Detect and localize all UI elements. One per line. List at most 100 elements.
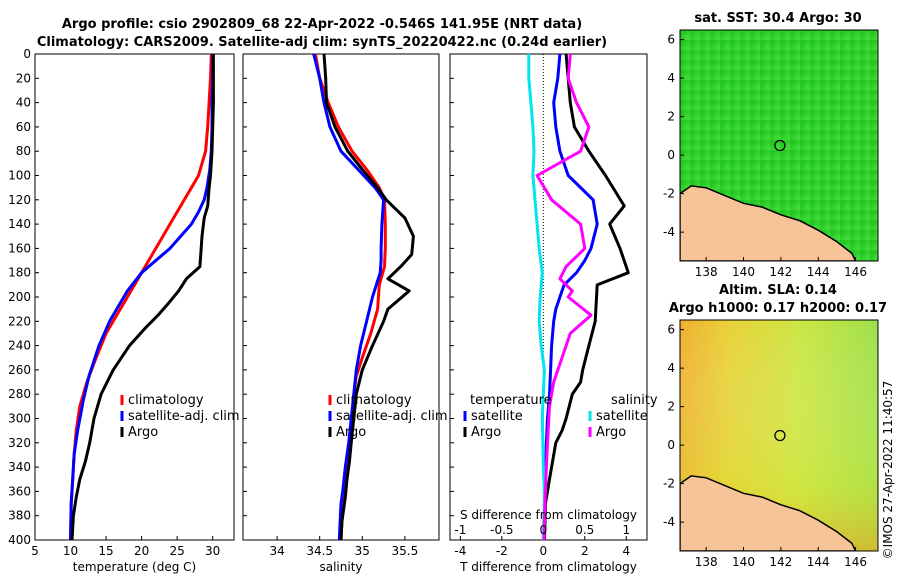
x-tick-label: 144 — [807, 555, 830, 569]
legend-label: satellite — [596, 409, 648, 424]
s-tick-label: 1 — [622, 523, 630, 537]
x-tick-label: 20 — [134, 544, 149, 558]
sla-map-title-line1: Altim. SLA: 0.14 — [719, 283, 837, 298]
legend-label: satellite-adj. clim — [336, 409, 448, 424]
x-tick-label: 140 — [732, 555, 755, 569]
s-tick-label: 0 — [539, 523, 547, 537]
x-axis-label: temperature (deg C) — [73, 560, 196, 574]
x-tick-label: 140 — [732, 265, 755, 279]
x-tick-label: 35 — [355, 544, 370, 558]
map-frame — [679, 319, 879, 552]
y-tick-label: 340 — [8, 460, 31, 474]
x-tick-label: 138 — [695, 265, 718, 279]
y-tick-label: 380 — [8, 509, 31, 523]
legend-label: Argo — [471, 425, 501, 440]
temperature-profile-panel: 0 20 40 60 80 100 120 140 160 180 200 220 240 260 280 3… — [8, 47, 240, 574]
plot-frame — [242, 53, 440, 541]
land-mass — [680, 475, 857, 551]
land-mass — [680, 185, 857, 261]
x-tick-label: 34.5 — [306, 544, 333, 558]
y-tick-label: 40 — [16, 96, 31, 110]
y-tick-label: 400 — [8, 533, 31, 547]
x-tick-label: 30 — [205, 544, 220, 558]
y-tick-label: 6 — [667, 33, 675, 47]
y-tick-label: -2 — [663, 477, 675, 491]
legend-title-salinity: salinity — [611, 393, 658, 408]
legend-label: climatology — [128, 393, 204, 408]
x-tick-label: -4 — [454, 544, 466, 558]
x-tick-label: 5 — [31, 544, 39, 558]
y-tick-label: 200 — [8, 290, 31, 304]
x-tick-label: 15 — [98, 544, 113, 558]
legend-label: climatology — [336, 393, 412, 408]
y-tick-label: 4 — [667, 71, 675, 85]
y-tick-label: 260 — [8, 363, 31, 377]
s-tick-label: -0.5 — [490, 523, 513, 537]
salinity-profile-panel: 34 34.5 35 35.5 salinity climatologysatellite… — [242, 53, 448, 574]
sla-map-panel: 138 140 142 144 146 6 4 2 0 -2 -4 — [663, 319, 879, 569]
x-tick-label: 146 — [844, 265, 867, 279]
y-tick-label: 160 — [8, 241, 31, 255]
x-tick-label: 146 — [844, 555, 867, 569]
y-tick-label: 100 — [8, 169, 31, 183]
difference-profile-panel: -4 -2 0 2 4 T difference from climatology temp… — [449, 53, 658, 574]
y-tick-label: 80 — [16, 144, 31, 158]
x-tick-label: 2 — [581, 544, 589, 558]
x-tick-label: 4 — [622, 544, 630, 558]
y-tick-label: 140 — [8, 217, 31, 231]
y-tick-label: 300 — [8, 412, 31, 426]
plot-frame — [449, 53, 648, 541]
figure-title-line2: Climatology: CARS2009. Satellite-adj cli… — [37, 35, 607, 50]
series-line-temperature-argo — [542, 53, 630, 541]
y-tick-label: 360 — [8, 484, 31, 498]
x-tick-label: 142 — [769, 555, 792, 569]
x-tick-label: 138 — [695, 555, 718, 569]
s-axis-label: S difference from climatology — [460, 508, 637, 522]
x-tick-label: 34 — [269, 544, 284, 558]
legend-label: Argo — [596, 425, 626, 440]
y-tick-label: 20 — [16, 71, 31, 85]
y-tick-label: 240 — [8, 339, 31, 353]
map-frame — [679, 29, 879, 262]
plot-frame — [34, 53, 235, 541]
y-tick-label: 180 — [8, 266, 31, 280]
y-tick-label: 4 — [667, 361, 675, 375]
legend-label: Argo — [128, 425, 158, 440]
series-line-argo — [322, 53, 415, 541]
y-tick-label: -4 — [663, 225, 675, 239]
sla-map-title-line2: Argo h1000: 0.17 h2000: 0.17 — [669, 301, 887, 316]
argo-float-marker — [774, 429, 786, 442]
legend-label: Argo — [336, 425, 366, 440]
x-tick-label: 144 — [807, 265, 830, 279]
y-tick-label: 220 — [8, 314, 31, 328]
x-tick-label: 0 — [539, 544, 547, 558]
y-tick-label: 0 — [667, 148, 675, 162]
series-line-satellite-adj-clim — [312, 53, 386, 541]
y-tick-label: 120 — [8, 193, 31, 207]
series-line-salinity-argo — [535, 53, 593, 541]
x-tick-label: 25 — [170, 544, 185, 558]
series-line-argo — [70, 54, 215, 541]
legend-label: satellite-adj. clim — [128, 409, 240, 424]
x-tick-label: -2 — [496, 544, 508, 558]
y-tick-label: 60 — [16, 120, 31, 134]
y-tick-label: 2 — [667, 400, 675, 414]
x-axis-label: T difference from climatology — [459, 560, 637, 574]
legend-label: satellite — [471, 409, 523, 424]
y-tick-label: -2 — [663, 187, 675, 201]
argo-float-marker — [774, 139, 786, 152]
legend-title-temperature: temperature — [470, 393, 552, 408]
y-tick-label: 0 — [667, 438, 675, 452]
x-axis-label: salinity — [319, 560, 362, 574]
x-tick-label: 10 — [63, 544, 78, 558]
y-tick-label: 0 — [23, 47, 31, 61]
sst-map-panel: 138 140 142 144 146 6 4 2 0 -2 -4 — [663, 29, 879, 279]
y-tick-label: -4 — [663, 515, 675, 529]
timestamp-label: ©IMOS 27-Apr-2022 11:40:57 — [881, 381, 895, 560]
y-tick-label: 320 — [8, 436, 31, 450]
x-tick-label: 142 — [769, 265, 792, 279]
sst-map-title: sat. SST: 30.4 Argo: 30 — [694, 11, 861, 26]
s-tick-label: 0.5 — [575, 523, 594, 537]
y-tick-label: 280 — [8, 387, 31, 401]
